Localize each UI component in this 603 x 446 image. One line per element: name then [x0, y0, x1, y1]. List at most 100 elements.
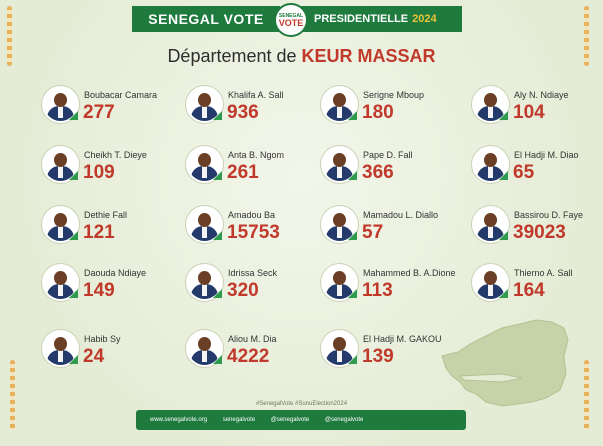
candidate-name: Thierno A. Sall — [514, 268, 573, 278]
candidate-card: Thierno A. Sall 164 — [472, 264, 603, 310]
candidate-card: Boubacar Camara 277 — [42, 86, 182, 132]
logo-bottom-text: VOTE — [278, 18, 304, 28]
check-mark-icon — [499, 111, 508, 120]
check-mark-icon — [69, 355, 78, 364]
candidate-photo — [321, 146, 358, 183]
candidate-card: Amadou Ba 15753 — [186, 206, 326, 252]
candidate-votes: 936 — [227, 102, 259, 123]
check-mark-icon — [499, 231, 508, 240]
candidate-photo — [186, 264, 223, 301]
candidate-votes: 366 — [362, 162, 394, 183]
candidate-votes: 121 — [83, 222, 115, 243]
candidate-votes: 39023 — [513, 222, 566, 243]
check-mark-icon — [69, 171, 78, 180]
candidate-name: Habib Sy — [84, 334, 121, 344]
title-place: KEUR MASSAR — [301, 46, 436, 66]
candidate-name: Mahammed B. A.Dione — [363, 268, 456, 278]
candidate-card: Idrissa Seck 320 — [186, 264, 326, 310]
candidate-name: Boubacar Camara — [84, 90, 158, 100]
candidate-votes: 104 — [513, 102, 545, 123]
candidate-photo — [472, 264, 509, 301]
brand-label: SENEGAL VOTE — [132, 6, 280, 32]
candidate-votes: 24 — [83, 346, 105, 367]
page-title: Département de KEUR MASSAR — [0, 46, 603, 67]
logo-top-text: SENEGAL — [278, 13, 304, 19]
candidate-photo — [321, 206, 358, 243]
candidate-photo — [186, 206, 223, 243]
candidate-name: Aliou M. Dia — [228, 334, 277, 344]
check-mark-icon — [499, 289, 508, 298]
candidate-card: Mahammed B. A.Dione 113 — [321, 264, 461, 310]
candidate-votes: 65 — [513, 162, 535, 183]
candidate-card: Cheikh T. Dieye 109 — [42, 146, 182, 192]
check-mark-icon — [499, 171, 508, 180]
candidate-name: El Hadji M. GAKOU — [363, 334, 442, 344]
header-banner: SENEGAL VOTE PRESIDENTIELLE 2024 SENEGAL … — [132, 3, 462, 37]
decorative-stripe — [584, 6, 589, 66]
candidate-photo — [42, 264, 79, 301]
candidate-card: El Hadji M. Diao 65 — [472, 146, 603, 192]
candidate-votes: 15753 — [227, 222, 280, 243]
footer-social-1[interactable]: senegalvote — [222, 417, 256, 423]
candidate-votes: 149 — [83, 280, 115, 301]
candidate-card: Serigne Mboup 180 — [321, 86, 461, 132]
candidate-card: Aliou M. Dia 4222 — [186, 330, 326, 376]
candidate-card: Dethie Fall 121 — [42, 206, 182, 252]
candidate-name: Pape D. Fall — [363, 150, 413, 160]
candidate-name: Aly N. Ndiaye — [514, 90, 569, 100]
candidate-card: Pape D. Fall 366 — [321, 146, 461, 192]
candidate-name: Idrissa Seck — [228, 268, 278, 278]
candidate-name: Bassirou D. Faye — [514, 210, 584, 220]
check-mark-icon — [69, 289, 78, 298]
check-mark-icon — [348, 111, 357, 120]
senegal-map-icon — [441, 319, 569, 407]
check-mark-icon — [213, 111, 222, 120]
candidate-name: Dethie Fall — [84, 210, 128, 220]
candidate-votes: 261 — [227, 162, 259, 183]
candidate-card: Mamadou L. Diallo 57 — [321, 206, 461, 252]
candidate-name: Daouda Ndiaye — [84, 268, 147, 278]
candidate-name: El Hadji M. Diao — [514, 150, 579, 160]
footer-website[interactable]: www.senegalvote.org — [150, 417, 208, 423]
footer-social-3[interactable]: @senegalvote — [324, 417, 364, 423]
decorative-stripe — [10, 360, 15, 430]
candidate-votes: 277 — [83, 102, 115, 123]
candidate-votes: 57 — [362, 222, 384, 243]
check-mark-icon — [348, 355, 357, 364]
candidate-card: El Hadji M. GAKOU 139 — [321, 330, 461, 376]
candidate-card: Aly N. Ndiaye 104 — [472, 86, 603, 132]
election-year: 2024 — [412, 13, 437, 25]
candidate-name: Serigne Mboup — [363, 90, 425, 100]
check-mark-icon — [348, 171, 357, 180]
candidate-photo — [472, 146, 509, 183]
candidate-name: Anta B. Ngom — [228, 150, 285, 160]
candidate-votes: 164 — [513, 280, 545, 301]
election-label: PRESIDENTIELLE 2024 — [292, 6, 462, 32]
check-mark-icon — [213, 231, 222, 240]
candidate-name: Cheikh T. Dieye — [84, 150, 147, 160]
check-mark-icon — [213, 171, 222, 180]
candidate-votes: 113 — [362, 280, 393, 301]
senegal-vote-logo: SENEGAL VOTE — [274, 3, 308, 37]
candidate-photo — [186, 86, 223, 123]
candidate-card: Daouda Ndiaye 149 — [42, 264, 182, 310]
candidate-card: Khalifa A. Sall 936 — [186, 86, 326, 132]
check-mark-icon — [213, 355, 222, 364]
candidate-votes: 4222 — [227, 346, 270, 367]
footer-social-2[interactable]: @senegalvote — [270, 417, 310, 423]
footer-bar: www.senegalvote.org senegalvote @senegal… — [136, 410, 466, 430]
title-prefix: Département de — [167, 46, 297, 66]
check-mark-icon — [69, 111, 78, 120]
candidate-name: Amadou Ba — [228, 210, 276, 220]
hashtags: #SenegalVote #SunuElection2024 — [255, 401, 348, 407]
candidate-votes: 109 — [83, 162, 115, 183]
check-mark-icon — [69, 231, 78, 240]
check-mark-icon — [213, 289, 222, 298]
candidate-card: Bassirou D. Faye 39023 — [472, 206, 603, 252]
decorative-stripe — [584, 360, 589, 430]
election-name: PRESIDENTIELLE — [314, 13, 409, 25]
candidate-card: Anta B. Ngom 261 — [186, 146, 326, 192]
check-mark-icon — [348, 231, 357, 240]
candidate-votes: 180 — [362, 102, 394, 123]
